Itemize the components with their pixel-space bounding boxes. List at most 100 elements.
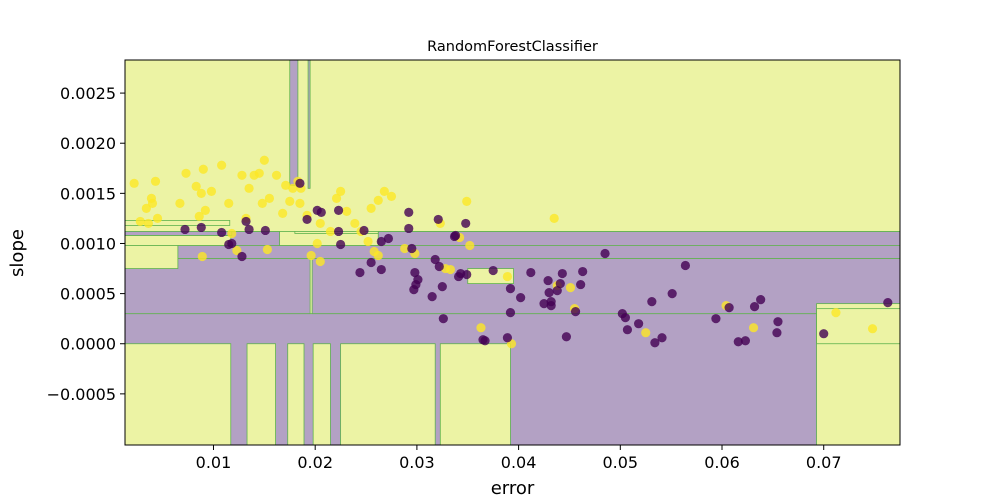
point-class-0-23 — [404, 223, 414, 234]
point-class-1-13 — [200, 205, 210, 215]
point-class-0-40 — [462, 269, 472, 280]
region-class-1-9 — [125, 245, 179, 269]
point-class-1-28 — [288, 183, 298, 193]
point-class-1-51 — [400, 243, 410, 254]
point-class-1-71 — [197, 251, 207, 262]
point-class-0-21 — [383, 233, 394, 244]
x-tick-label-5: 0.06 — [704, 453, 740, 472]
point-class-1-60 — [502, 271, 513, 282]
point-class-1-0 — [129, 178, 139, 188]
point-class-0-14 — [333, 226, 344, 237]
point-class-0-15 — [336, 239, 346, 250]
point-class-1-64 — [565, 282, 576, 293]
region-class-1-16 — [312, 343, 331, 445]
point-class-0-72 — [724, 303, 734, 313]
point-class-0-4 — [227, 238, 237, 249]
point-class-1-26 — [278, 208, 288, 218]
point-class-0-71 — [711, 314, 721, 324]
point-class-0-5 — [237, 251, 247, 262]
region-class-0-11 — [289, 60, 299, 186]
point-class-0-34 — [438, 314, 448, 324]
region-class-1-20 — [816, 308, 900, 345]
region-class-0-5 — [125, 245, 900, 259]
point-class-1-70 — [867, 324, 878, 334]
point-class-1-39 — [331, 193, 342, 203]
point-class-0-46 — [502, 333, 513, 343]
point-class-1-48 — [386, 191, 397, 201]
point-class-0-29 — [427, 292, 437, 302]
point-class-0-53 — [546, 301, 556, 311]
point-class-1-17 — [227, 228, 237, 239]
point-class-0-13 — [333, 205, 344, 215]
x-tick-label-0: 0.01 — [196, 453, 232, 472]
point-class-0-0 — [180, 224, 190, 235]
x-tick-label-1: 0.02 — [297, 453, 333, 472]
point-class-1-8 — [175, 198, 185, 208]
point-class-0-22 — [404, 207, 414, 217]
region-class-1-13 — [125, 343, 232, 445]
point-class-0-19 — [376, 236, 386, 247]
point-class-1-15 — [217, 160, 227, 170]
point-class-1-45 — [366, 203, 376, 213]
point-class-1-50 — [373, 250, 383, 261]
region-class-1-18 — [439, 343, 511, 445]
point-class-0-42 — [480, 336, 490, 346]
point-class-0-28 — [409, 284, 419, 295]
point-class-0-77 — [772, 328, 782, 338]
y-axis-label: slope — [7, 229, 28, 277]
region-class-1-17 — [340, 343, 436, 445]
point-class-0-8 — [260, 225, 270, 236]
point-class-1-47 — [379, 186, 389, 196]
region-class-1-6 — [125, 235, 232, 246]
point-class-1-35 — [312, 238, 322, 249]
chart-title: RandomForestClassifier — [427, 39, 598, 55]
point-class-0-59 — [576, 279, 586, 290]
point-class-1-25 — [271, 170, 282, 180]
x-axis-label: error — [491, 478, 535, 499]
point-class-0-20 — [376, 264, 386, 275]
y-axis: −0.0005 0.0000 0.0005 0.0010 0.0015 0.0020 0.0… — [47, 84, 125, 404]
y-tick-label-3: 0.0010 — [60, 234, 116, 253]
point-class-1-32 — [295, 198, 305, 208]
plot-area — [125, 60, 900, 445]
point-class-1-7 — [143, 218, 153, 229]
point-class-0-1 — [196, 222, 206, 233]
decision-regions — [125, 60, 900, 445]
region-class-0-4 — [311, 258, 900, 315]
point-class-0-50 — [543, 275, 553, 286]
point-class-0-65 — [634, 319, 644, 329]
point-class-0-67 — [650, 338, 660, 348]
y-tick-label-4: 0.0015 — [60, 184, 116, 203]
point-class-0-80 — [883, 298, 893, 308]
point-class-0-30 — [430, 254, 440, 265]
point-class-0-33 — [437, 281, 447, 292]
point-class-0-61 — [600, 248, 610, 259]
point-class-1-10 — [191, 181, 201, 191]
y-tick-label-1: 0.0000 — [60, 335, 116, 354]
point-class-1-37 — [315, 256, 325, 267]
point-class-0-48 — [526, 267, 536, 278]
point-class-0-66 — [647, 297, 657, 307]
point-class-0-9 — [295, 178, 305, 188]
point-class-0-39 — [461, 218, 471, 229]
point-class-0-49 — [539, 299, 549, 309]
point-class-1-58 — [465, 240, 475, 251]
region-class-0-12 — [307, 60, 311, 189]
point-class-1-12 — [198, 164, 208, 174]
point-class-0-74 — [740, 336, 751, 346]
point-class-1-19 — [244, 183, 254, 193]
point-class-1-5 — [150, 176, 161, 186]
point-class-0-25 — [410, 267, 420, 278]
point-class-0-68 — [657, 333, 667, 343]
point-class-0-63 — [620, 313, 630, 323]
point-class-0-36 — [450, 230, 461, 241]
point-class-1-1 — [135, 216, 145, 227]
point-class-1-66 — [641, 328, 651, 338]
point-class-0-54 — [552, 285, 562, 296]
point-class-1-21 — [254, 168, 264, 178]
point-class-1-57 — [462, 196, 472, 206]
plot-frame — [124, 59, 901, 446]
point-class-0-60 — [578, 266, 588, 277]
scatter-points — [129, 155, 893, 349]
x-tick-label-4: 0.05 — [602, 453, 638, 472]
